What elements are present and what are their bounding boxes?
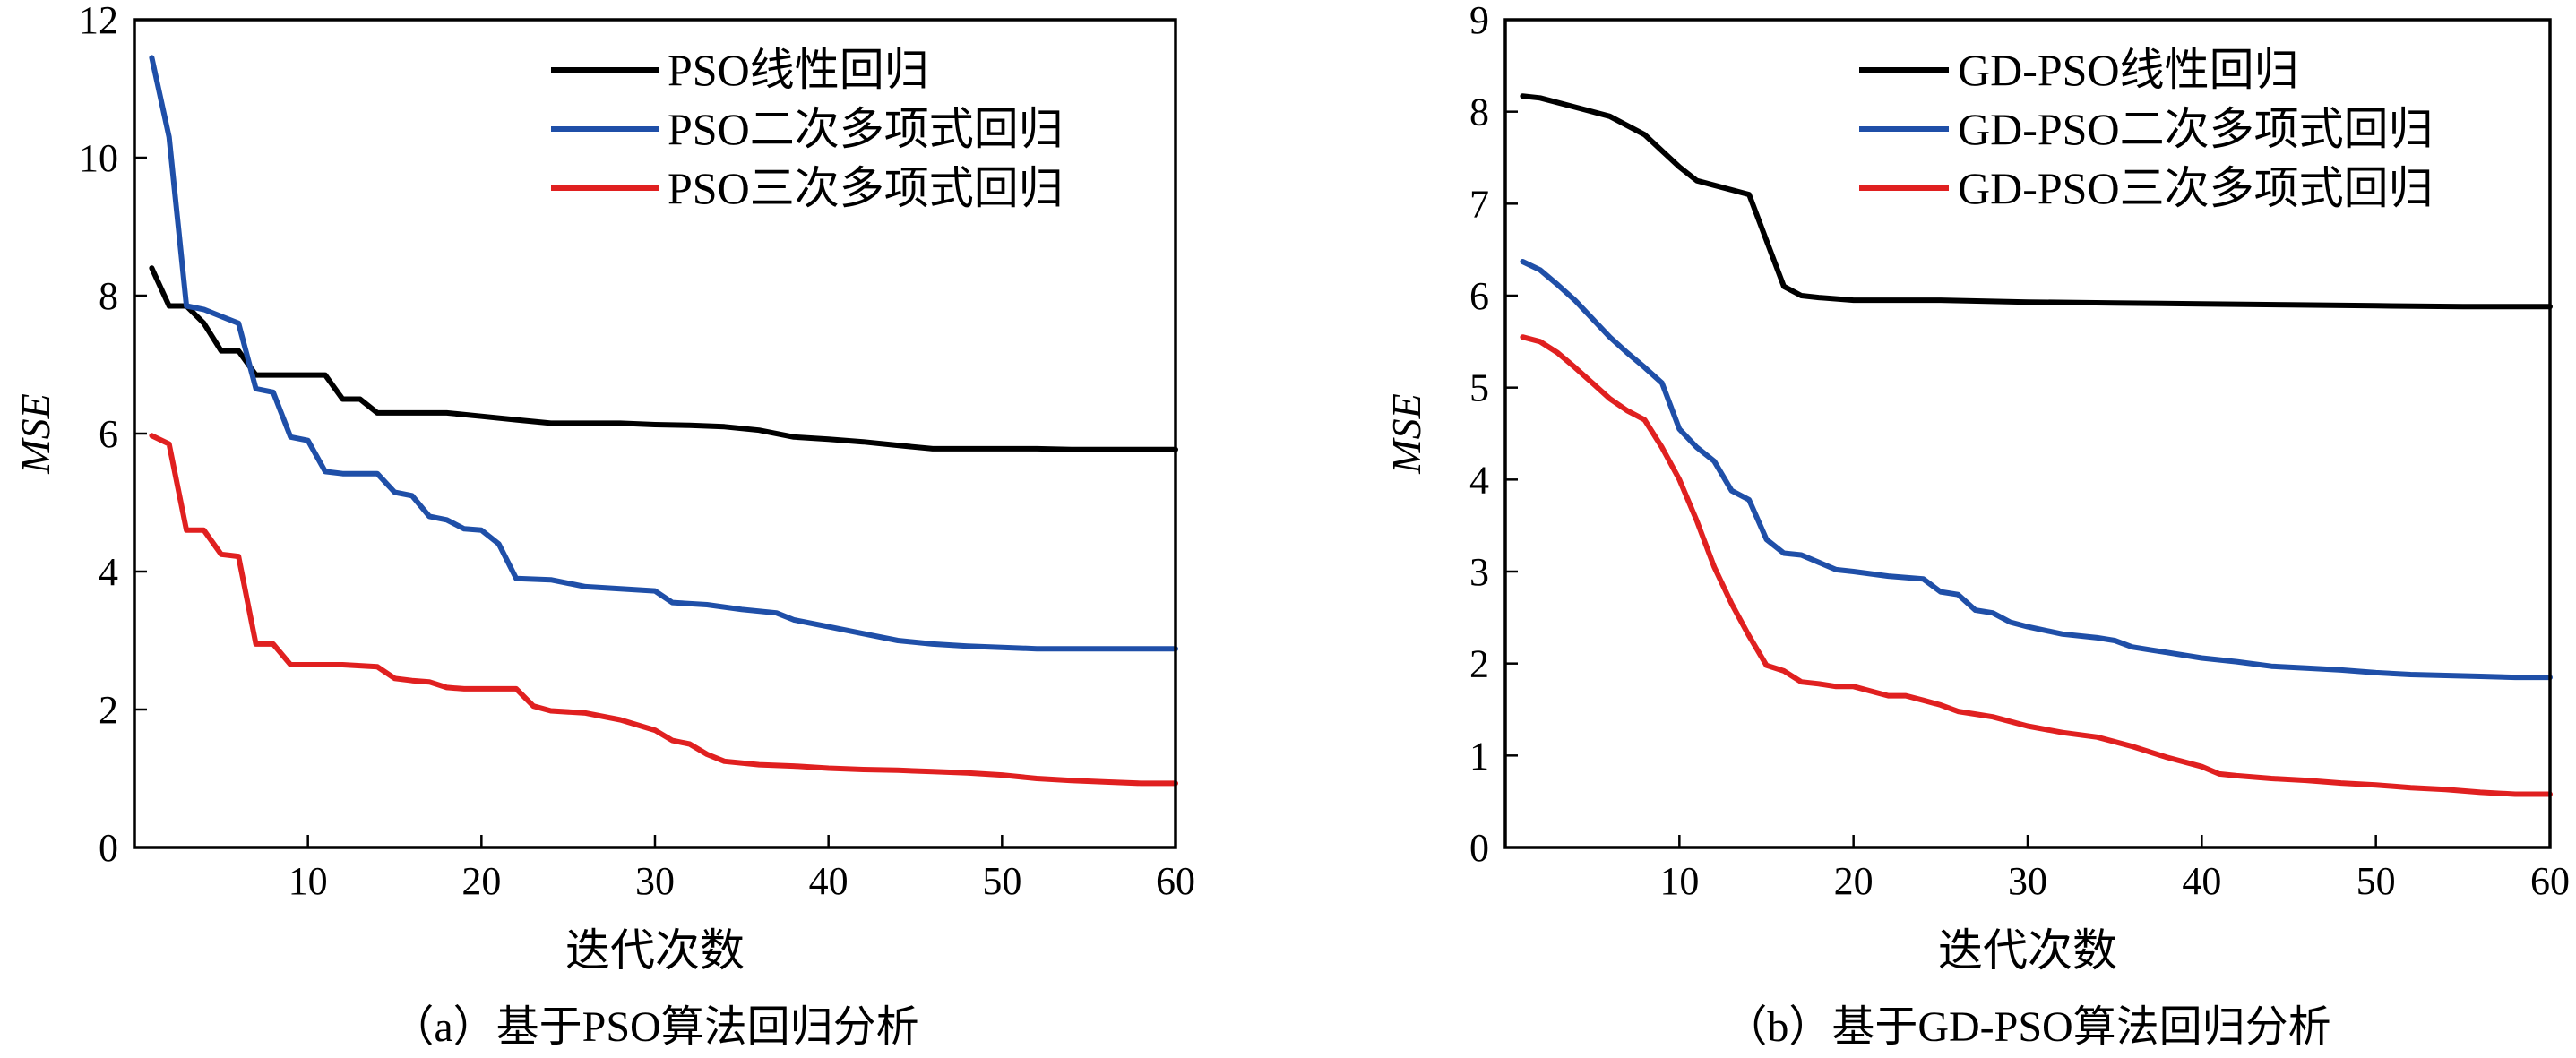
x-tick-label: 20 (461, 859, 501, 903)
x-tick-label: 60 (1156, 859, 1195, 903)
x-tick-label: 10 (1659, 859, 1699, 903)
y-tick-label: 3 (1469, 550, 1489, 594)
x-axis-title: 迭代次数 (565, 925, 745, 976)
y-tick-label: 2 (99, 688, 118, 732)
x-tick-label: 10 (289, 859, 328, 903)
x-tick-label: 50 (2356, 859, 2396, 903)
y-tick-label: 10 (79, 136, 118, 180)
y-tick-label: 9 (1469, 0, 1489, 42)
plot-frame (1503, 18, 2552, 849)
series-line-3 (1520, 334, 2553, 797)
panel-caption: （a）基于PSO算法回归分析 (391, 1003, 918, 1051)
y-tick-label: 8 (99, 274, 118, 318)
y-tick-label: 7 (1469, 182, 1489, 226)
y-axis-title: MSE (13, 393, 58, 474)
legend-label: PSO三次多项式回归 (668, 163, 1064, 213)
x-tick-label: 50 (982, 859, 1021, 903)
y-tick-label: 0 (1469, 826, 1489, 870)
x-tick-label: 30 (635, 859, 675, 903)
legend-label: GD-PSO二次多项式回归 (1958, 104, 2434, 154)
x-axis-title: 迭代次数 (1938, 925, 2117, 976)
x-tick-label: 40 (2182, 859, 2221, 903)
tick-layer: 10 20 30 40 50 60 0 2 4 6 8 10 12 (79, 0, 1195, 903)
y-axis-title: MSE (1383, 393, 1429, 474)
legend: GD-PSO线性回归 GD-PSO二次多项式回归 GD-PSO三次多项式回归 (1859, 45, 2434, 213)
y-tick-label: 4 (99, 550, 118, 594)
y-tick-label: 2 (1469, 642, 1489, 686)
legend: PSO线性回归 PSO二次多项式回归 PSO三次多项式回归 (551, 45, 1064, 213)
y-tick-label: 5 (1469, 366, 1489, 410)
x-tick-label: 30 (2008, 859, 2047, 903)
y-tick-label: 1 (1469, 734, 1489, 778)
chart-panel-b: 10 20 30 40 50 60 0 1 2 3 4 5 6 7 8 9 GD-PSO线性回归 GD-PSO二… (1383, 0, 2570, 1051)
y-tick-label: 6 (1469, 274, 1489, 318)
legend-label: PSO线性回归 (668, 45, 929, 95)
series-line-1 (149, 265, 1178, 452)
legend-label: GD-PSO三次多项式回归 (1958, 163, 2434, 213)
y-tick-label: 6 (99, 412, 118, 456)
y-tick-label: 8 (1469, 90, 1489, 134)
x-tick-label: 40 (809, 859, 849, 903)
tick-layer: 10 20 30 40 50 60 0 1 2 3 4 5 6 7 8 9 (1469, 0, 2570, 903)
panel-caption: （b）基于GD-PSO算法回归分析 (1724, 1003, 2330, 1051)
series-line-1 (1520, 93, 2553, 310)
y-tick-label: 12 (79, 0, 118, 42)
legend-label: GD-PSO线性回归 (1958, 45, 2299, 95)
x-tick-label: 60 (2530, 859, 2570, 903)
y-tick-label: 0 (99, 826, 118, 870)
series-line-2 (149, 55, 1178, 652)
y-tick-label: 4 (1469, 458, 1489, 502)
series-line-2 (1520, 259, 2553, 681)
plot-frame (133, 18, 1177, 849)
legend-label: PSO二次多项式回归 (668, 104, 1064, 154)
series-layer (149, 55, 1178, 787)
x-tick-label: 20 (1834, 859, 1874, 903)
series-line-3 (149, 433, 1178, 787)
series-layer (1520, 93, 2553, 797)
